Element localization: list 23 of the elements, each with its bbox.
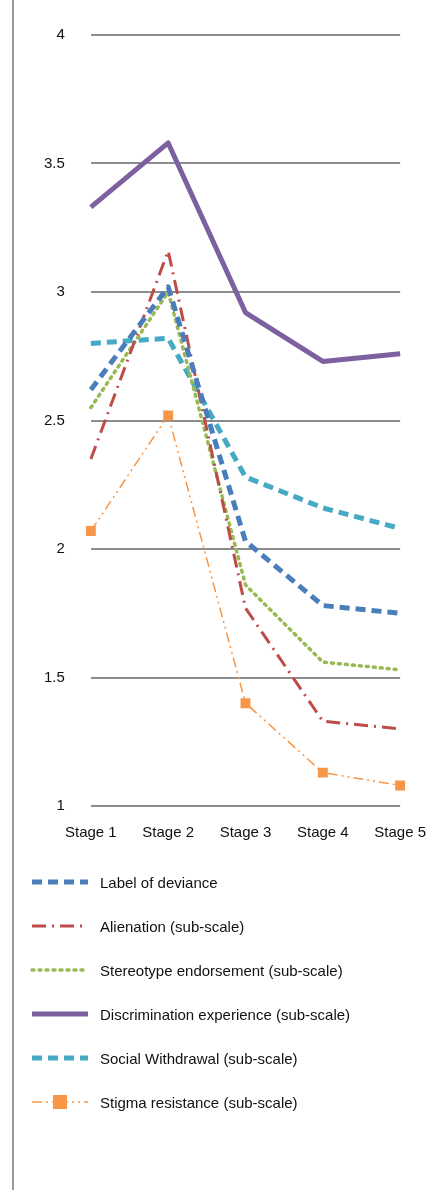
legend-label: Social Withdrawal (sub-scale)	[100, 1049, 298, 1067]
y-tick-label: 1.5	[43, 667, 65, 685]
y-tick-label: 3.5	[43, 153, 65, 171]
y-tick-label: 2	[56, 539, 65, 557]
legend-label: Discrimination experience (sub-scale)	[100, 1005, 351, 1023]
point	[240, 698, 251, 709]
point	[395, 780, 406, 791]
x-tick-label: Stage 5	[374, 823, 426, 841]
y-tick-label: 4	[56, 25, 65, 43]
point	[317, 767, 328, 778]
x-tick-label: Stage 4	[296, 823, 349, 841]
legend-label: Label of deviance	[100, 873, 218, 891]
legend-label: Alienation (sub-scale)	[100, 917, 245, 935]
x-tick-label: Stage 2	[142, 823, 195, 841]
point	[163, 410, 174, 421]
point	[85, 526, 96, 536]
legend-label: Stereotype endorsement (sub-scale)	[100, 961, 343, 979]
x-tick-label: Stage 3	[219, 823, 272, 841]
legend-label: Stigma resistance (sub-scale)	[100, 1093, 298, 1111]
y-tick-label: 1	[56, 796, 65, 814]
y-tick-label: 2.5	[43, 410, 65, 428]
x-tick-label: Stage 1	[64, 823, 117, 841]
y-tick-label: 3	[56, 282, 65, 300]
